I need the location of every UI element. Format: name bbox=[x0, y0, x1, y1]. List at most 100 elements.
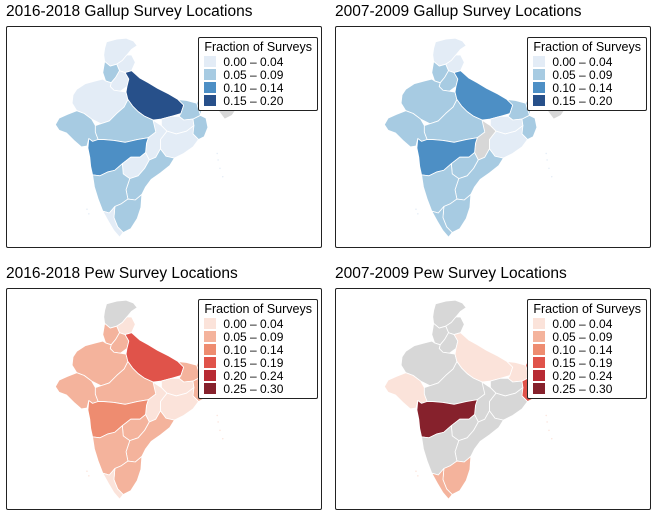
legend-label: 0.15 – 0.19 bbox=[552, 355, 613, 370]
legend-label: 0.00 – 0.04 bbox=[223, 54, 284, 69]
legend-swatch bbox=[204, 331, 217, 342]
region-ka bbox=[92, 163, 131, 214]
island-marker bbox=[415, 470, 417, 473]
legend-swatch bbox=[204, 82, 217, 93]
legend-label: 0.00 – 0.04 bbox=[552, 316, 613, 331]
map-frame: Fraction of Surveys 0.00 – 0.04 0.05 – 0.… bbox=[6, 288, 322, 510]
map-title: 2016-2018 Gallup Survey Locations bbox=[6, 3, 253, 20]
legend-label: 0.25 – 0.30 bbox=[223, 381, 284, 396]
island-marker bbox=[415, 208, 417, 211]
legend-title: Fraction of Surveys bbox=[204, 302, 312, 316]
legend-label: 0.15 – 0.19 bbox=[223, 355, 284, 370]
india-choropleth-map bbox=[54, 37, 248, 238]
region-kl bbox=[102, 206, 124, 238]
region-ka bbox=[421, 163, 460, 214]
legend-label: 0.10 – 0.14 bbox=[223, 80, 284, 95]
island-marker bbox=[86, 208, 88, 211]
map-panel-gallup-2016-2018: 2016-2018 Gallup Survey Locations Fracti… bbox=[0, 0, 322, 258]
legend-item: 0.05 – 0.09 bbox=[204, 67, 312, 82]
legend-title: Fraction of Surveys bbox=[533, 302, 641, 316]
legend-item: 0.10 – 0.14 bbox=[204, 342, 312, 357]
legend-item: 0.15 – 0.19 bbox=[204, 355, 312, 370]
legend-label: 0.00 – 0.04 bbox=[223, 316, 284, 331]
island-marker bbox=[548, 429, 550, 432]
island-marker bbox=[546, 421, 548, 423]
island-marker bbox=[417, 213, 419, 215]
island-marker bbox=[217, 421, 219, 423]
island-marker bbox=[219, 167, 221, 170]
map-panel-gallup-2007-2009: 2007-2009 Gallup Survey Locations Fracti… bbox=[329, 0, 651, 258]
legend-item: 0.10 – 0.14 bbox=[533, 80, 641, 95]
legend-item: 0.15 – 0.20 bbox=[204, 94, 312, 108]
island-marker bbox=[551, 175, 553, 178]
island-marker bbox=[88, 475, 90, 477]
region-ka bbox=[92, 425, 131, 476]
legend-swatch bbox=[533, 370, 546, 381]
map-frame: Fraction of Surveys 0.00 – 0.04 0.05 – 0.… bbox=[335, 288, 651, 510]
legend-item: 0.15 – 0.20 bbox=[533, 93, 641, 108]
legend-swatch bbox=[533, 344, 546, 355]
legend-swatch bbox=[533, 69, 546, 80]
legend-item: 0.00 – 0.04 bbox=[204, 316, 312, 331]
legend-label: 0.15 – 0.20 bbox=[552, 93, 613, 108]
island-marker bbox=[222, 175, 224, 178]
legend-label: 0.10 – 0.14 bbox=[552, 342, 613, 357]
island-marker bbox=[546, 159, 548, 161]
island-marker bbox=[548, 167, 550, 170]
legend-swatch bbox=[533, 318, 546, 329]
island-marker bbox=[88, 213, 90, 215]
legend-label: 0.20 – 0.24 bbox=[223, 368, 284, 383]
legend-label: 0.05 – 0.09 bbox=[223, 67, 284, 82]
island-marker bbox=[217, 159, 219, 161]
legend-title: Fraction of Surveys bbox=[533, 40, 641, 54]
legend-swatch bbox=[533, 331, 546, 342]
legend-label: 0.05 – 0.09 bbox=[552, 67, 613, 82]
island-marker bbox=[222, 437, 224, 440]
legend-label: 0.10 – 0.14 bbox=[223, 342, 284, 357]
legend-swatch bbox=[204, 318, 217, 329]
island-marker bbox=[545, 414, 547, 417]
legend-item: 0.25 – 0.30 bbox=[533, 381, 641, 396]
island-marker bbox=[216, 414, 218, 417]
legend-swatch bbox=[204, 344, 217, 355]
legend-label: 0.05 – 0.09 bbox=[223, 329, 284, 344]
legend-item: 0.05 – 0.09 bbox=[204, 329, 312, 344]
map-title: 2007-2009 Gallup Survey Locations bbox=[335, 3, 582, 20]
map-panel-pew-2007-2009: 2007-2009 Pew Survey Locations Fraction … bbox=[329, 262, 651, 520]
region-ka bbox=[421, 425, 460, 476]
legend-item: 0.00 – 0.04 bbox=[533, 54, 641, 69]
region-kl bbox=[102, 468, 124, 500]
map-legend: Fraction of Surveys 0.00 – 0.04 0.05 – 0.… bbox=[527, 37, 647, 111]
island-marker bbox=[551, 437, 553, 440]
legend-label: 0.25 – 0.30 bbox=[552, 381, 613, 396]
legend-item: 0.25 – 0.30 bbox=[204, 381, 312, 396]
legend-label: 0.00 – 0.04 bbox=[552, 54, 613, 69]
map-legend: Fraction of Surveys 0.00 – 0.04 0.05 – 0.… bbox=[527, 299, 647, 399]
map-legend: Fraction of Surveys 0.00 – 0.04 0.05 – 0.… bbox=[198, 37, 318, 111]
map-regions bbox=[54, 37, 248, 238]
region-kl bbox=[431, 206, 453, 238]
map-panel-pew-2016-2018: 2016-2018 Pew Survey Locations Fraction … bbox=[0, 262, 322, 520]
island-marker bbox=[86, 470, 88, 473]
legend-item: 0.10 – 0.14 bbox=[533, 342, 641, 357]
region-kl bbox=[431, 468, 453, 500]
legend-label: 0.10 – 0.14 bbox=[552, 80, 613, 95]
legend-item: 0.15 – 0.19 bbox=[533, 355, 641, 370]
legend-item: 0.05 – 0.09 bbox=[533, 330, 641, 344]
legend-label: 0.20 – 0.24 bbox=[552, 368, 613, 383]
island-marker bbox=[216, 152, 218, 155]
map-legend: Fraction of Surveys 0.00 – 0.04 0.05 – 0.… bbox=[198, 299, 318, 399]
map-title: 2016-2018 Pew Survey Locations bbox=[6, 265, 238, 282]
legend-item: 0.05 – 0.09 bbox=[533, 67, 641, 82]
legend-title: Fraction of Surveys bbox=[204, 40, 312, 54]
map-frame: Fraction of Surveys 0.00 – 0.04 0.05 – 0.… bbox=[6, 26, 322, 248]
island-marker bbox=[417, 475, 419, 477]
map-title: 2007-2009 Pew Survey Locations bbox=[335, 265, 567, 282]
legend-item: 0.00 – 0.04 bbox=[533, 316, 641, 331]
legend-item: 0.00 – 0.04 bbox=[204, 54, 312, 69]
legend-swatch bbox=[533, 357, 546, 368]
legend-swatch bbox=[533, 95, 546, 106]
legend-item: 0.10 – 0.14 bbox=[204, 80, 312, 95]
legend-swatch bbox=[204, 95, 217, 106]
legend-swatch bbox=[204, 357, 217, 368]
